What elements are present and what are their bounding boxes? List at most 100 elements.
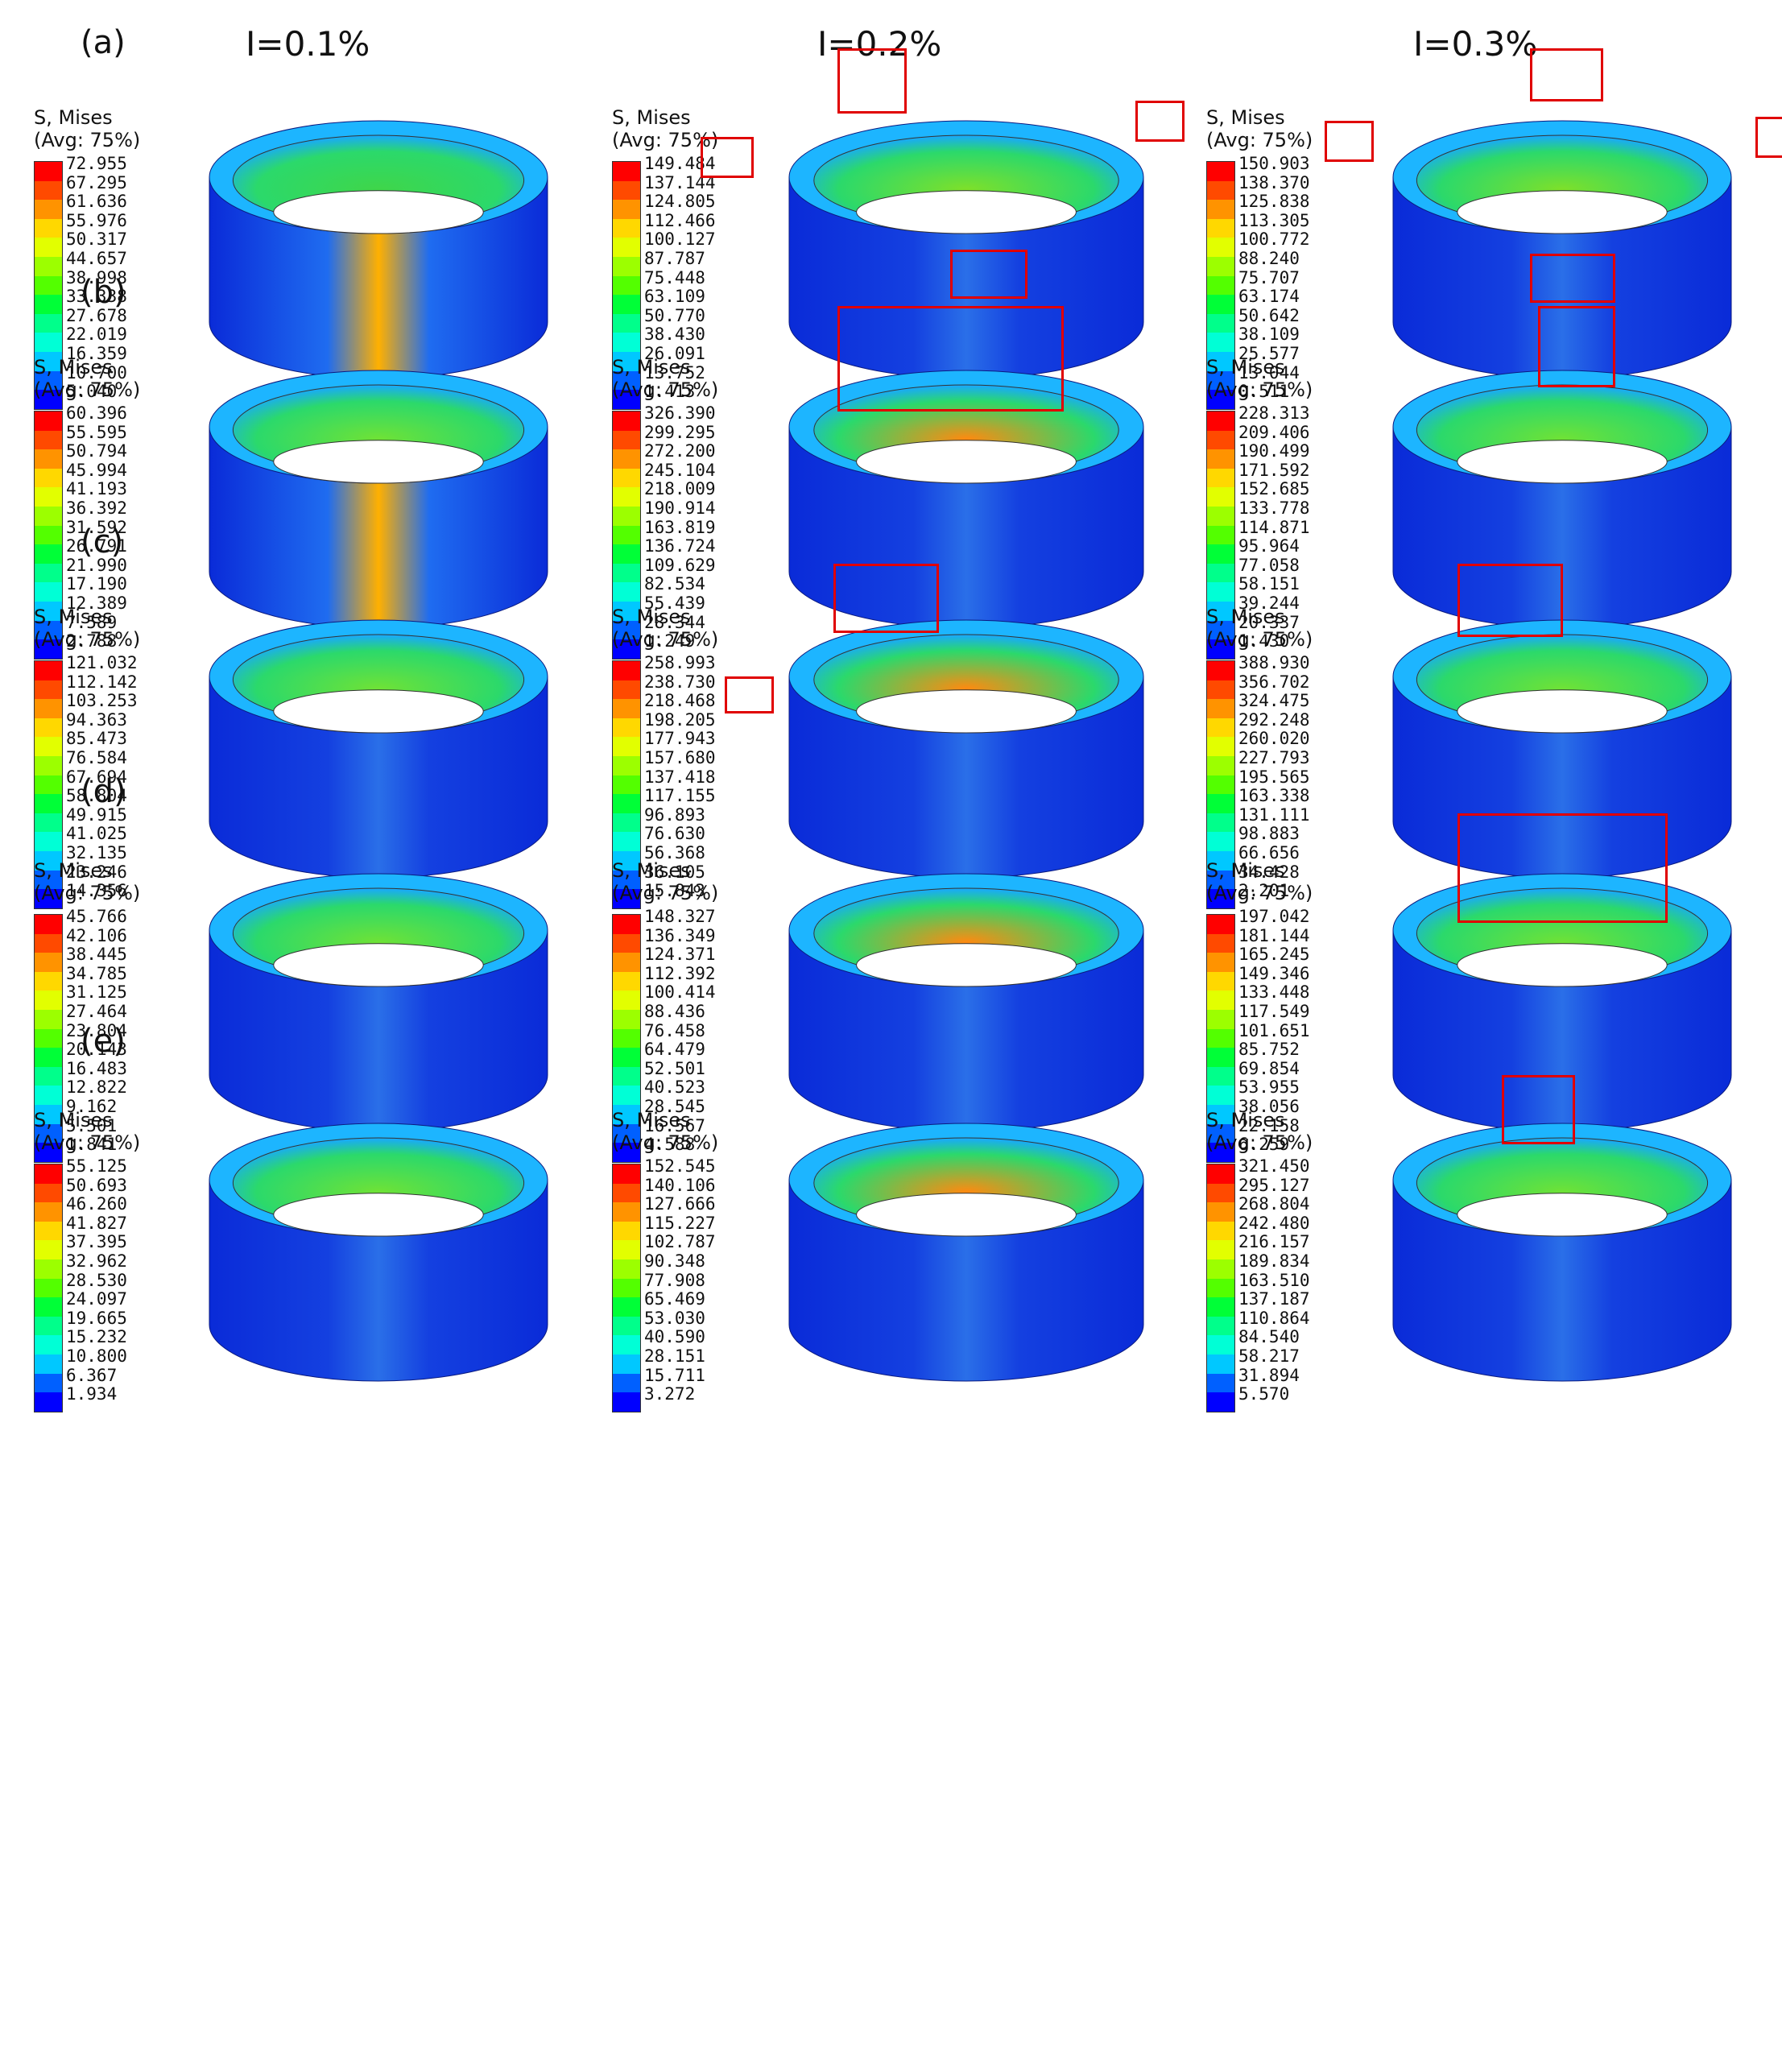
legend-tick-value: 27.678 xyxy=(66,305,127,325)
legend-tick-value: 12.389 xyxy=(66,593,127,613)
legend-subtitle: (Avg: 75%) xyxy=(1206,1131,1313,1154)
color-swatch xyxy=(613,699,640,718)
legend-tick-value: 36.392 xyxy=(66,498,127,518)
color-swatch xyxy=(35,544,62,564)
color-swatch xyxy=(35,971,62,991)
legend-tick-value: 53.030 xyxy=(644,1308,705,1328)
color-swatch xyxy=(35,313,62,333)
legend-tick-value: 82.534 xyxy=(644,574,705,594)
legend-tick-value: 38.445 xyxy=(66,945,127,965)
legend-tick-value: 321.450 xyxy=(1238,1156,1310,1176)
legend-title: S, Mises xyxy=(1206,606,1285,628)
legend-tick-value: 76.584 xyxy=(66,747,127,767)
legend-tick-value: 41.193 xyxy=(66,479,127,499)
stress-legend: S, Mises (Avg: 75%) 326.390 299.295 272.200 2… xyxy=(612,356,718,660)
color-swatch xyxy=(35,412,62,431)
legend-tick-value: 26.791 xyxy=(66,536,127,556)
legend-tick-value: 25.577 xyxy=(1238,343,1300,363)
legend-tick-value: 38.056 xyxy=(1238,1096,1300,1116)
color-swatch xyxy=(613,1335,640,1354)
color-swatch xyxy=(613,390,640,409)
color-swatch xyxy=(1207,755,1234,775)
legend-tick-value: 98.883 xyxy=(1238,824,1300,844)
color-swatch xyxy=(35,162,62,181)
legend-tick-value: 77.908 xyxy=(644,1270,705,1290)
legend-tick-value: 112.142 xyxy=(66,672,138,692)
color-swatch xyxy=(35,1297,62,1317)
legend-tick-value: 58.217 xyxy=(1238,1346,1300,1366)
legend-tick-value: 218.009 xyxy=(644,479,716,499)
legend-tick-value: 177.943 xyxy=(644,729,716,749)
legend-subtitle: (Avg: 75%) xyxy=(34,882,141,904)
color-scale xyxy=(612,161,641,410)
legend-tick-value: 100.414 xyxy=(644,982,716,1003)
ring-bore xyxy=(856,440,1077,484)
color-swatch xyxy=(35,1278,62,1298)
color-swatch xyxy=(1207,1123,1234,1144)
highlight-box xyxy=(1530,48,1603,101)
legend-tick-value: 1.934 xyxy=(66,1384,118,1404)
row-label: (d) xyxy=(81,773,126,810)
legend-title: S, Mises xyxy=(612,859,691,882)
color-swatch xyxy=(613,1392,640,1412)
stress-legend: S, Mises (Avg: 75%) 60.396 55.595 50.794 45.9… xyxy=(34,356,140,660)
row-label: (b) xyxy=(81,274,126,311)
legend-tick-value: 58.804 xyxy=(66,786,127,806)
color-swatch xyxy=(1207,1392,1234,1412)
color-swatch xyxy=(613,794,640,813)
color-swatch xyxy=(35,813,62,833)
color-scale xyxy=(34,411,63,660)
color-swatch xyxy=(1207,275,1234,296)
legend-tick-value: 66.656 xyxy=(1238,842,1300,862)
color-swatch xyxy=(1207,639,1234,659)
legend-subtitle: (Avg: 75%) xyxy=(34,628,141,651)
legend-title: S, Mises xyxy=(1206,859,1285,882)
color-swatch xyxy=(1207,180,1234,201)
stress-legend: S, Mises (Avg: 75%) 150.903 138.370 125.838 1… xyxy=(1206,106,1313,410)
legend-tick-value: 388.930 xyxy=(1238,653,1310,672)
color-swatch xyxy=(35,295,62,314)
legend-tick-value: 39.244 xyxy=(1238,593,1300,613)
legend-body: 321.450 295.127 268.804 242.480 216.157 189.8… xyxy=(1206,1156,1313,1412)
color-swatch xyxy=(35,1048,62,1067)
legend-ticks: 150.903 138.370 125.838 113.305 100.772 88.24… xyxy=(1238,154,1310,402)
color-swatch xyxy=(1207,351,1234,371)
legend-tick-value: 50.693 xyxy=(66,1175,127,1195)
color-swatch xyxy=(1207,1028,1234,1048)
color-swatch xyxy=(1207,933,1234,953)
color-scale xyxy=(612,914,641,1163)
color-swatch xyxy=(35,870,62,890)
legend-tick-value: 110.864 xyxy=(1238,1308,1310,1328)
legend-tick-value: 324.475 xyxy=(1238,691,1310,711)
color-swatch xyxy=(35,563,62,583)
color-swatch xyxy=(613,991,640,1010)
color-swatch xyxy=(1207,737,1234,756)
color-swatch xyxy=(1207,1202,1234,1222)
color-scale xyxy=(1206,1164,1235,1412)
legend-ticks: 55.125 50.693 46.260 41.827 37.395 32.962 28.5… xyxy=(66,1156,127,1404)
legend-tick-value: 7.589 xyxy=(66,612,118,632)
legend-tick-value: 102.787 xyxy=(644,1232,716,1252)
color-swatch xyxy=(1207,218,1234,238)
legend-tick-value: 41.025 xyxy=(66,824,127,844)
color-swatch xyxy=(35,351,62,371)
color-scale xyxy=(1206,660,1235,909)
legend-tick-value: 299.295 xyxy=(644,422,716,442)
color-swatch xyxy=(35,794,62,813)
color-swatch xyxy=(35,1123,62,1144)
legend-tick-value: 117.155 xyxy=(644,786,716,806)
legend-tick-value: 101.651 xyxy=(1238,1020,1310,1040)
color-swatch xyxy=(1207,850,1234,871)
color-swatch xyxy=(613,870,640,890)
color-swatch xyxy=(35,1259,62,1279)
legend-subtitle: (Avg: 75%) xyxy=(1206,882,1313,904)
legend-tick-value: 28.344 xyxy=(644,612,705,632)
color-swatch xyxy=(613,506,640,526)
legend-tick-value: 53.955 xyxy=(1238,1077,1300,1098)
legend-ticks: 72.955 67.295 61.636 55.976 50.317 44.657 38.9… xyxy=(66,154,127,402)
legend-tick-value: 0.511 xyxy=(1238,382,1290,402)
legend-tick-value: 140.106 xyxy=(644,1175,716,1195)
legend-tick-value: 138.370 xyxy=(1238,172,1310,192)
legend-title: S, Mises xyxy=(34,106,113,129)
legend-tick-value: 50.770 xyxy=(644,305,705,325)
